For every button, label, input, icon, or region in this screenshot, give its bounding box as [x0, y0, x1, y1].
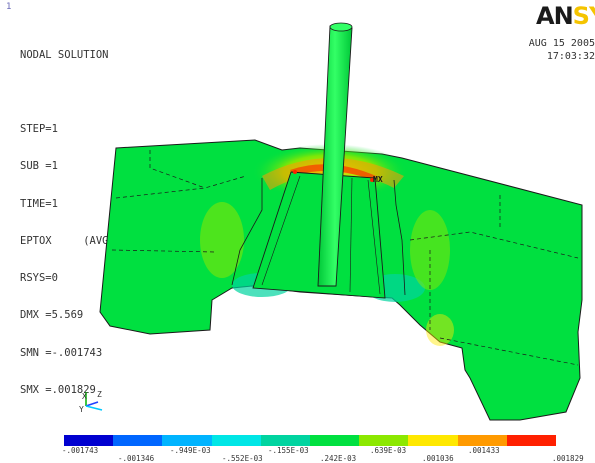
ansys-logo: ANSYS [536, 2, 595, 30]
inner-block [252, 171, 386, 299]
cavity-edge [231, 178, 263, 286]
legend-band [310, 435, 360, 446]
dashed-edge [111, 249, 216, 253]
dashed-edge [409, 231, 579, 259]
triad-x-label: X [82, 392, 87, 401]
contour-legend [64, 435, 557, 446]
dashed-edge [149, 150, 206, 189]
legend-label-bottom: .242E-03 [320, 454, 357, 463]
legend-label-bottom: -.552E-03 [222, 454, 263, 463]
info-rsys: RSYS=0 [20, 272, 58, 285]
info-dmx: DMX =5.569 [20, 309, 84, 322]
info-time: TIME=1 [20, 197, 58, 210]
legend-band [64, 435, 114, 446]
legend-label-top: -.001743 [62, 446, 99, 455]
triad-z-label: Z [97, 390, 102, 399]
info-title: NODAL SOLUTION [20, 48, 109, 61]
window-index: 1 [6, 2, 12, 12]
stress-right-corner [426, 314, 454, 346]
inner-block-line [367, 179, 381, 295]
legend-label-bottom: .001036 [422, 454, 454, 463]
date-stamp: AUG 15 2005 [528, 38, 595, 49]
stress-arch-band [262, 158, 404, 190]
hot-point-dot [293, 170, 297, 174]
dashed-edge [439, 337, 579, 366]
inner-block-line [261, 175, 301, 286]
max-point-dot [370, 178, 374, 182]
coordinate-triad-icon [85, 392, 103, 411]
logo-prefix: AN [536, 2, 574, 30]
inner-block-line [349, 177, 353, 293]
legend-label-top: -.949E-03 [170, 446, 211, 455]
dashed-edge [115, 175, 247, 199]
logo-suffix: SYS [572, 2, 595, 30]
legend-label-bottom: -.001346 [118, 454, 155, 463]
shaft-top [329, 22, 353, 32]
legend-band [359, 435, 409, 446]
legend-band [162, 435, 212, 446]
time-stamp: 17:03:32 [546, 51, 595, 62]
legend-label-top: .001433 [468, 446, 500, 455]
info-smx: SMX =.001829 [20, 383, 96, 396]
info-smn: SMN =-.001743 [20, 346, 103, 359]
legend-label-bottom: .001829 [552, 454, 584, 463]
legend-band [506, 435, 557, 446]
legend-labels: -.001743 -.949E-03 -.155E-03 .639E-03 .0… [0, 446, 595, 463]
legend-label-top: -.155E-03 [268, 446, 309, 455]
legend-band [113, 435, 163, 446]
info-sub: SUB =1 [20, 160, 58, 173]
triad-y-label: Y [79, 405, 84, 414]
stress-arch-core [290, 164, 376, 180]
legend-band [408, 435, 458, 446]
legend-band [457, 435, 507, 446]
max-marker-label: MX [373, 175, 383, 184]
info-step: STEP=1 [20, 123, 58, 136]
legend-band [260, 435, 311, 446]
stress-left-wall [200, 202, 244, 278]
legend-band [211, 435, 261, 446]
cavity-edge-right [393, 179, 406, 296]
legend-label-top: .639E-03 [370, 446, 407, 455]
